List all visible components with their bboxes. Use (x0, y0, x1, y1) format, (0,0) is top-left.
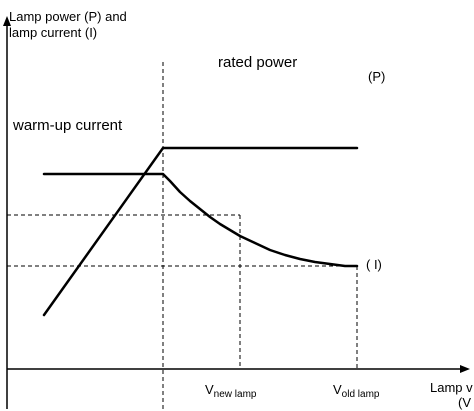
current-series-marker: ( I) (366, 257, 382, 272)
x-tick-sub-old-lamp: old lamp (342, 389, 380, 400)
y-axis-label-line1: Lamp power (P) and (9, 9, 127, 24)
reference-lines (7, 62, 358, 411)
series-current-line (42, 172, 359, 268)
x-tick-label-old-lamp: Vold lamp (333, 382, 380, 400)
y-axis-arrow (3, 16, 11, 26)
series-power-line (42, 146, 359, 317)
x-tick-label-new-lamp: Vnew lamp (205, 382, 257, 400)
power-series-marker: (P) (368, 69, 385, 84)
x-tick-main-old-lamp: V (333, 382, 342, 397)
x-tick-main-new-lamp: V (205, 382, 214, 397)
rated-power-label: rated power (218, 54, 297, 71)
x-axis-label-line1: Lamp v (430, 380, 473, 395)
x-axis-label-line2: (V (458, 395, 471, 410)
y-axis-label-line2: lamp current (I) (9, 25, 97, 40)
warmup-current-label: warm-up current (12, 117, 123, 134)
series-group (42, 146, 359, 317)
x-tick-sub-new-lamp: new lamp (214, 389, 257, 400)
x-axis-arrow (460, 365, 470, 373)
